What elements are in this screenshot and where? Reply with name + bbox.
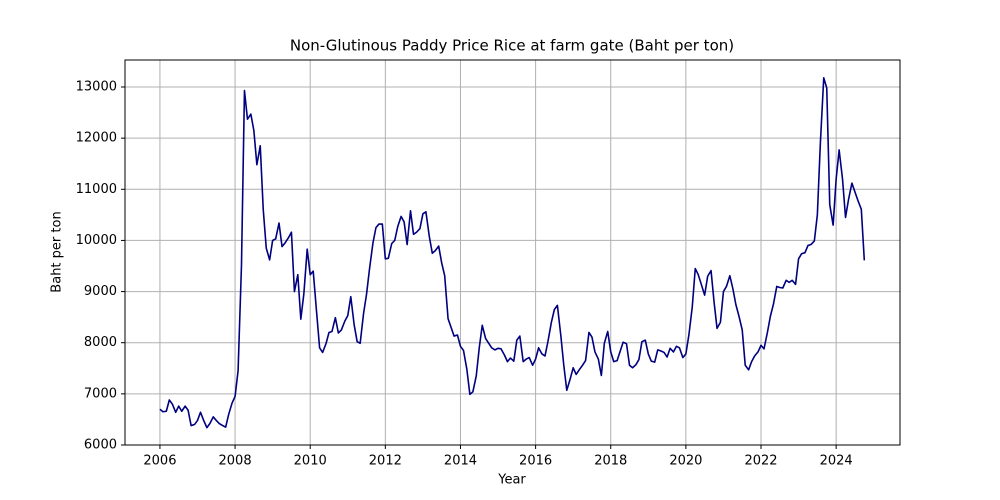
plot-area — [159, 77, 866, 429]
x-tick-label: 2020 — [669, 454, 702, 469]
chart-title: Non-Glutinous Paddy Price Rice at farm g… — [290, 37, 734, 55]
x-tick-label: 2014 — [444, 454, 477, 469]
x-tick-label: 2016 — [519, 454, 552, 469]
y-tick-label: 9000 — [84, 284, 117, 299]
y-tick-label: 10000 — [76, 233, 117, 248]
x-tick-label: 2010 — [294, 454, 327, 469]
x-tick-label: 2022 — [744, 454, 777, 469]
y-axis-label: Baht per ton — [50, 211, 65, 292]
y-tick-label: 13000 — [76, 80, 117, 95]
x-tick-label: 2006 — [143, 454, 176, 469]
data-line — [159, 77, 866, 429]
y-tick-label: 7000 — [84, 386, 117, 401]
x-tick-label: 2012 — [369, 454, 402, 469]
x-tick-label: 2018 — [594, 454, 627, 469]
y-tick-label: 12000 — [76, 131, 117, 146]
x-tick-label: 2024 — [820, 454, 853, 469]
y-tick-label: 6000 — [84, 438, 117, 453]
y-tick-label: 11000 — [76, 182, 117, 197]
axes-frame — [124, 59, 901, 446]
y-tick-label: 8000 — [84, 335, 117, 350]
x-tick-label: 2008 — [219, 454, 252, 469]
x-axis-label: Year — [497, 473, 526, 488]
